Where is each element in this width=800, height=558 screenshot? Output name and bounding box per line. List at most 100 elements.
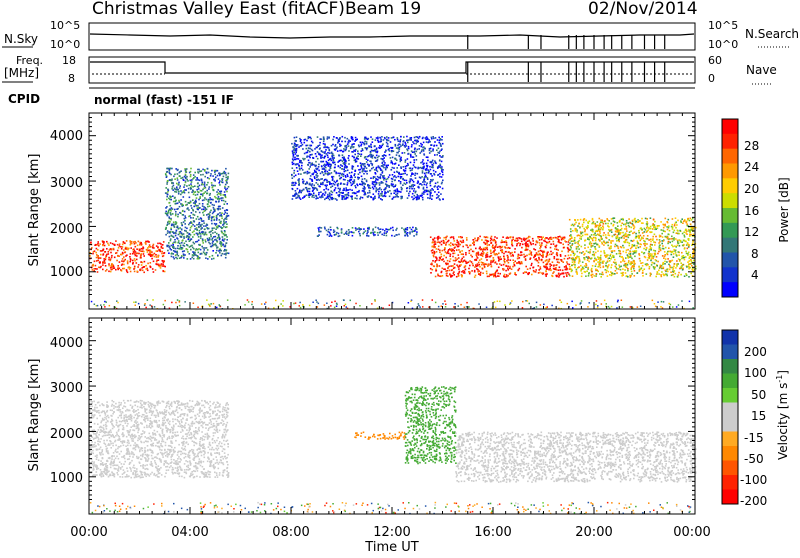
power-data-cell [560,242,562,244]
power-data-cell [680,240,682,242]
power-data-cell [293,149,295,151]
power-data-cell [458,236,460,238]
power-data-cell [641,218,643,220]
power-data-cell [365,147,367,149]
power-data-cell [508,262,510,264]
power-data-cell [126,269,128,271]
power-data-cell [555,246,557,248]
power-data-cell [223,224,225,226]
power-data-cell [305,183,307,185]
power-data-cell [123,261,125,263]
power-data-cell [178,182,180,184]
power-data-cell [226,182,228,184]
power-data-cell [196,189,198,191]
power-data-cell [575,222,577,224]
power-data-cell [175,232,177,234]
power-data-cell [111,263,113,265]
power-data-cell [626,226,628,228]
power-data-cell [399,144,401,146]
power-data-cell [537,254,539,256]
power-data-cell [377,189,379,191]
power-data-cell [541,239,543,241]
power-data-cell [545,260,547,262]
power-data-cell [521,247,523,249]
power-data-cell [449,270,451,272]
power-data-cell [543,262,545,264]
power-data-cell [630,268,632,270]
power-data-cell [669,265,671,267]
power-data-cell [662,262,664,264]
power-data-cell [176,188,178,190]
power-data-cell [512,254,514,256]
power-data-cell [428,141,430,143]
power-data-cell [356,228,358,230]
power-data-cell [549,263,551,265]
power-data-cell [382,172,384,174]
power-data-cell [521,238,523,240]
power-data-cell [214,219,216,221]
power-data-cell [546,256,548,258]
power-data-cell [667,243,669,245]
power-data-cell [483,248,485,250]
power-data-cell [224,238,226,240]
power-data-cell [172,186,174,188]
power-data-cell [620,225,622,227]
power-data-cell [690,254,692,256]
power-data-cell [523,239,525,241]
power-data-cell [366,141,368,143]
power-data-cell [372,199,374,201]
power-data-cell [309,151,311,153]
power-data-cell [187,232,189,234]
power-data-cell [355,227,357,229]
power-data-cell [667,236,669,238]
power-data-cell [455,260,457,262]
power-data-cell [600,236,602,238]
power-data-cell [308,138,310,140]
power-data-cell [575,242,577,244]
power-data-cell [391,183,393,185]
power-data-cell [111,257,113,259]
power-data-cell [642,262,644,264]
power-data-cell [196,227,198,229]
power-data-cell [141,248,143,250]
power-data-cell [309,183,311,185]
power-data-cell [485,247,487,249]
power-data-cell [516,243,518,245]
power-data-cell [458,243,460,245]
power-data-cell [213,236,215,238]
power-data-cell [548,238,550,240]
power-data-cell [393,136,395,138]
power-data-cell [597,250,599,252]
power-data-cell [172,208,174,210]
power-data-cell [387,146,389,148]
power-data-cell [367,139,369,141]
power-data-cell [346,189,348,191]
power-data-cell [354,193,356,195]
power-data-cell [342,154,344,156]
power-data-cell [96,260,98,262]
power-data-cell [213,227,215,229]
power-data-cell [110,271,112,273]
power-data-cell [334,189,336,191]
power-data-cell [449,255,451,257]
power-data-cell [221,218,223,220]
power-data-cell [648,228,650,230]
power-data-cell [663,257,665,259]
power-data-cell [423,142,425,144]
power-data-cell [404,183,406,185]
power-data-cell [373,233,375,235]
power-data-cell [397,191,399,193]
power-data-cell [607,275,609,277]
power-data-cell [422,172,424,174]
power-data-cell [456,249,458,251]
power-data-cell [677,230,679,232]
power-data-cell [472,265,474,267]
power-data-cell [419,145,421,147]
power-data-cell [611,256,613,258]
power-data-cell [650,228,652,230]
nsky-label: N.Sky [4,32,38,46]
power-data-cell [218,209,220,211]
power-data-cell [386,231,388,233]
power-data-cell [394,158,396,160]
